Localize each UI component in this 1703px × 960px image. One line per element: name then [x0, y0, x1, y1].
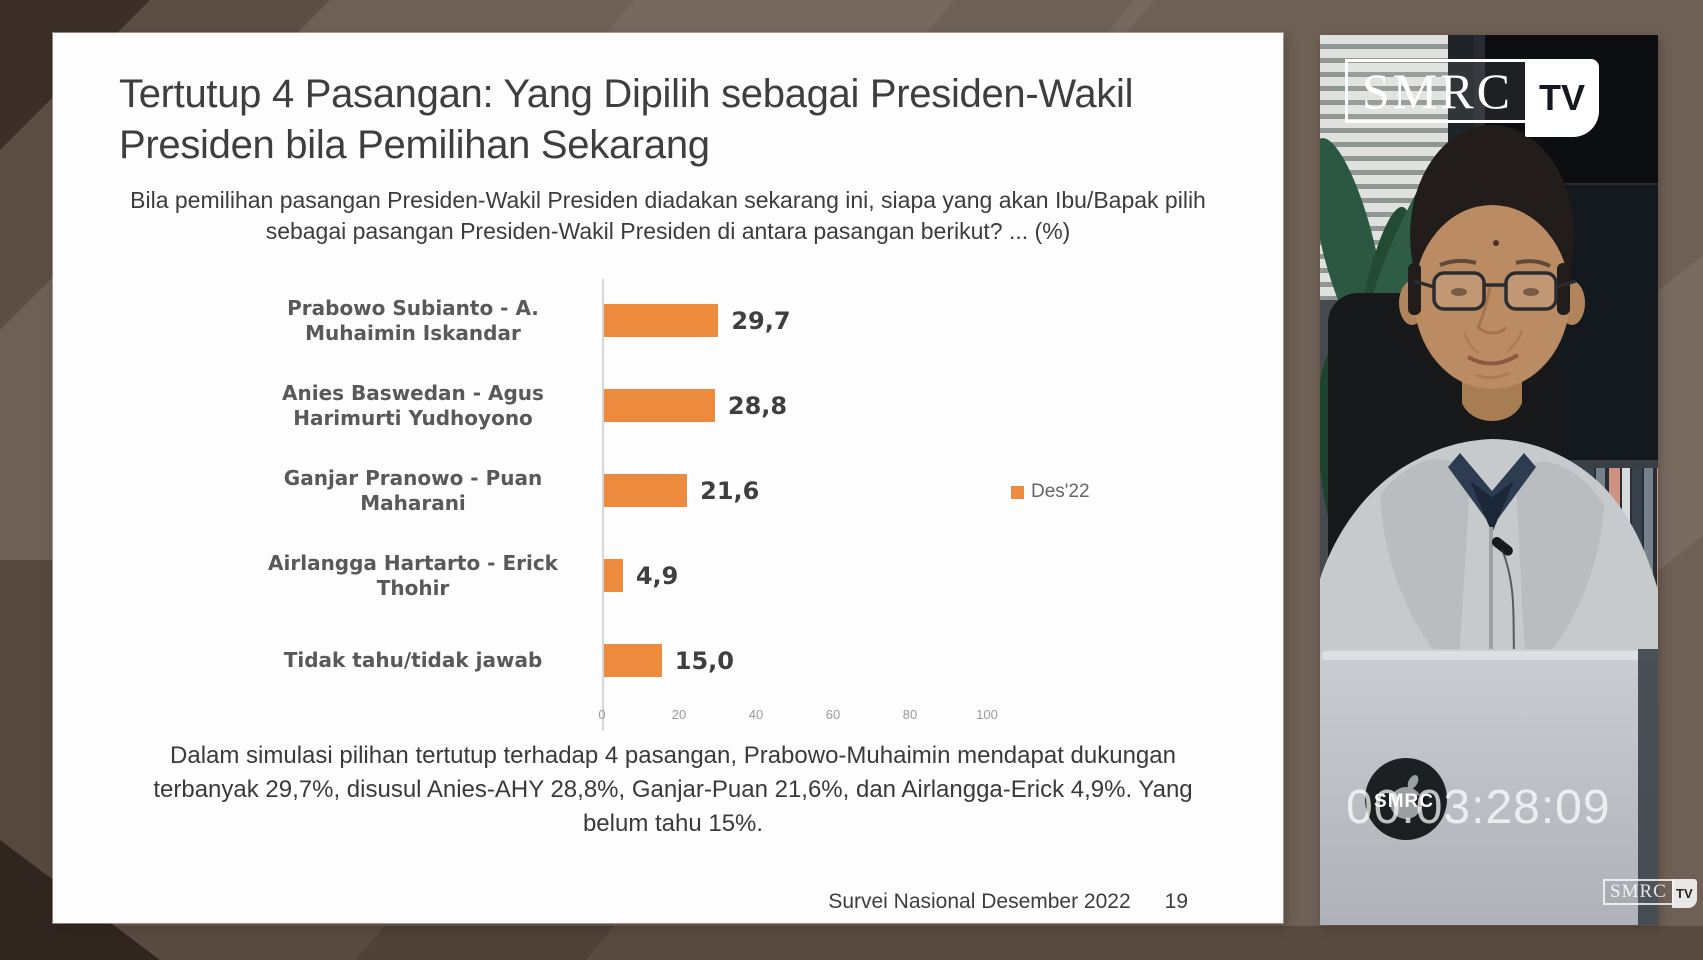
- background-shape: [355, 926, 615, 960]
- presenter-scene: SMRC: [1320, 35, 1658, 925]
- laptop: [1320, 649, 1658, 925]
- background-shape: [925, 0, 1135, 34]
- chart-row: Prabowo Subianto - A. Muhaimin Iskandar …: [238, 278, 1138, 363]
- x-axis-tick: 80: [902, 707, 918, 722]
- slide-title: Tertutup 4 Pasangan: Yang Dipilih sebaga…: [119, 72, 1134, 168]
- value-label: 4,9: [635, 561, 679, 590]
- value-label: 21,6: [700, 476, 760, 505]
- survey-question: Bila pemilihan pasangan Presiden-Wakil P…: [130, 187, 1206, 245]
- watermark-tv-badge: TV: [1671, 879, 1697, 908]
- legend-swatch-icon: [1011, 485, 1024, 499]
- background-shape: [0, 926, 1703, 960]
- presentation-slide: Tertutup 4 Pasangan: Yang Dipilih sebaga…: [53, 33, 1283, 923]
- background-shape: [0, 560, 54, 960]
- category-label: Prabowo Subianto - A. Muhaimin Iskandar: [287, 295, 539, 345]
- smrc-tv-logo: SMRC TV: [1345, 59, 1599, 137]
- value-label: 28,8: [727, 391, 788, 420]
- category-label: Anies Baswedan - Agus Harimurti Yudhoyon…: [282, 380, 544, 430]
- value-label: 15,0: [674, 646, 734, 675]
- tv-logo-badge: TV: [1524, 59, 1599, 137]
- chart-legend: Des'22: [1011, 481, 1090, 503]
- x-axis-tick: 20: [671, 707, 687, 722]
- x-axis-tick: 60: [825, 707, 841, 722]
- x-axis-tick: 100: [976, 707, 998, 722]
- bar: [604, 304, 719, 337]
- smrc-tv-watermark: SMRC TV: [1603, 879, 1697, 908]
- smrc-logo-text: SMRC: [1345, 59, 1528, 123]
- category-label: Tidak tahu/tidak jawab: [283, 648, 543, 672]
- value-label: 29,7: [731, 306, 791, 335]
- sticker-label: SMRC: [1374, 791, 1434, 812]
- x-axis-tick: 0: [598, 707, 606, 722]
- apple-logo-icon: [1390, 775, 1426, 819]
- chart-row: Anies Baswedan - Agus Harimurti Yudhoyon…: [238, 363, 1138, 448]
- bar: [604, 644, 662, 677]
- chart-axis-line: [602, 279, 604, 731]
- lavalier-mic: [1491, 537, 1513, 556]
- shirt-collar: [1448, 453, 1536, 527]
- category-label: Ganjar Pranowo - Puan Maharani: [283, 465, 543, 515]
- face: [1414, 205, 1570, 389]
- chart-row: Ganjar Pranowo - Puan Maharani 21,6: [238, 448, 1138, 533]
- chart-row: Tidak tahu/tidak jawab 15,0: [238, 618, 1138, 703]
- legend-label: Des'22: [1031, 481, 1090, 502]
- bar: [604, 559, 623, 592]
- slide-summary: Dalam simulasi pilihan tertutup terhadap…: [153, 742, 1193, 838]
- background-shape: [605, 0, 1155, 34]
- page-number: 19: [1164, 890, 1188, 913]
- chart-row: Airlangga Hartarto - Erick Thohir 4,9: [238, 533, 1138, 618]
- category-label: Airlangga Hartarto - Erick Thohir: [268, 550, 558, 600]
- bar-chart: Prabowo Subianto - A. Muhaimin Iskandar …: [238, 278, 1138, 703]
- presenter-video-panel[interactable]: SMRC 00.03:28:09 SMRC TV: [1320, 35, 1658, 925]
- bar: [604, 474, 688, 507]
- laptop-sticker: SMRC: [1365, 758, 1447, 840]
- slide-footer: Survei Nasional Desember 2022 19: [828, 890, 1188, 914]
- watermark-smrc-text: SMRC: [1603, 879, 1674, 905]
- timestamp-overlay: 00.03:28:09: [1346, 781, 1611, 834]
- footer-source: Survei Nasional Desember 2022: [828, 890, 1131, 913]
- x-axis-tick: 40: [748, 707, 764, 722]
- bar: [604, 389, 715, 422]
